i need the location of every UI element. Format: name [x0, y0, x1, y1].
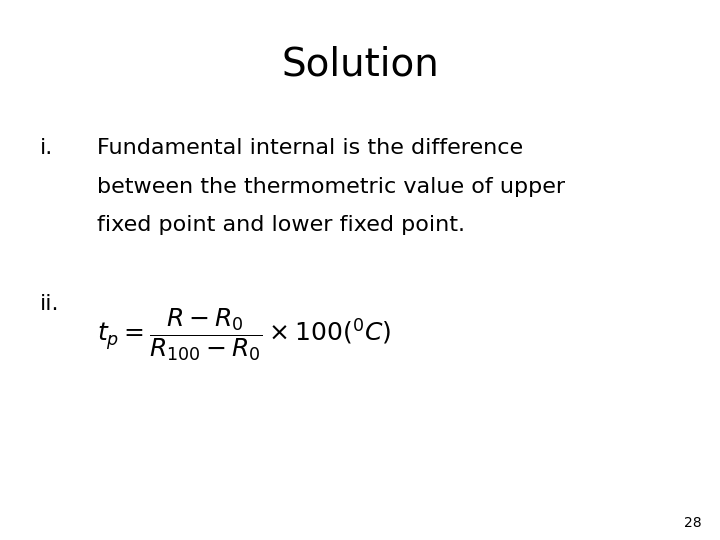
Text: Fundamental internal is the difference: Fundamental internal is the difference: [97, 138, 523, 158]
Text: fixed point and lower fixed point.: fixed point and lower fixed point.: [97, 215, 465, 235]
Text: between the thermometric value of upper: between the thermometric value of upper: [97, 177, 565, 197]
Text: i.: i.: [40, 138, 53, 158]
Text: Solution: Solution: [281, 46, 439, 84]
Text: $\mathit{t}_{p} = \dfrac{\mathit{R} - \mathit{R}_{0}}{\mathit{R}_{100} - \mathit: $\mathit{t}_{p} = \dfrac{\mathit{R} - \m…: [97, 307, 391, 363]
Text: ii.: ii.: [40, 294, 59, 314]
Text: 28: 28: [685, 516, 702, 530]
